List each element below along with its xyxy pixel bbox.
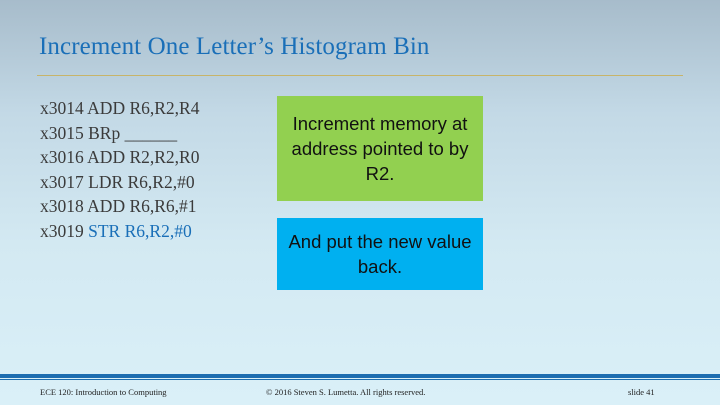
increment-callout-text: Increment memory at address pointed to b… [291, 113, 469, 184]
footer-course: ECE 120: Introduction to Computing [40, 387, 167, 397]
code-instruction: BRp ______ [88, 122, 178, 143]
increment-callout: Increment memory at address pointed to b… [277, 96, 483, 201]
code-instruction: ADD R6,R2,R4 [87, 98, 200, 118]
code-address: x3018 [40, 196, 84, 216]
code-instruction: ADD R6,R6,#1 [87, 196, 197, 216]
code-address: x3014 [40, 98, 84, 118]
code-address: x3016 [40, 147, 84, 167]
footer-slide-number: slide 41 [628, 387, 655, 397]
footer-rule [0, 379, 720, 380]
footer-bar [0, 374, 720, 378]
store-callout: And put the new value back. [277, 218, 483, 290]
title-divider [37, 75, 683, 76]
code-line: x3018 ADD R6,R6,#1 [40, 194, 199, 219]
code-instruction: LDR R6,R2,#0 [88, 171, 195, 192]
code-address: x3017 [40, 171, 84, 192]
store-callout-text: And put the new value back. [288, 231, 472, 277]
code-line-highlighted: x3019 STR R6,R2,#0 [40, 219, 199, 244]
code-line: x3014 ADD R6,R2,R4 [40, 96, 199, 121]
code-line: x3017 LDR R6,R2,#0 [40, 170, 199, 195]
code-address: x3019 [40, 220, 84, 241]
code-instruction-highlighted: STR R6,R2,#0 [88, 220, 192, 241]
code-address: x3015 [40, 122, 84, 143]
footer-copyright: © 2016 Steven S. Lumetta. All rights res… [266, 387, 426, 397]
code-instruction: ADD R2,R2,R0 [87, 147, 200, 167]
code-listing: x3014 ADD R6,R2,R4 x3015 BRp ______ x301… [40, 96, 199, 243]
code-line: x3016 ADD R2,R2,R0 [40, 145, 199, 170]
slide-title: Increment One Letter’s Histogram Bin [39, 33, 430, 60]
code-line: x3015 BRp ______ [40, 121, 199, 146]
